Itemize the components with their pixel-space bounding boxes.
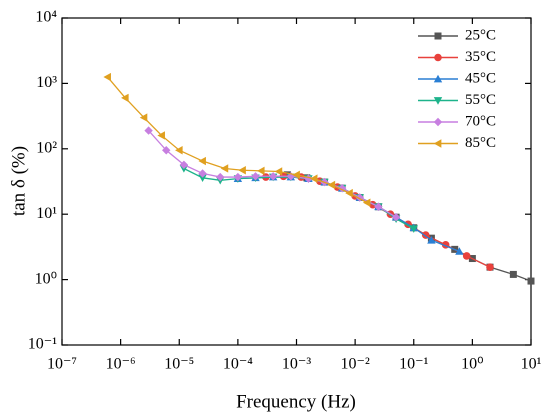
marker [238,166,246,175]
marker [462,252,471,260]
x-tick-label: 10⁻⁴ [223,356,253,373]
legend-text: 45°C [465,70,496,86]
marker [362,198,371,207]
marker [374,202,383,211]
x-tick-label: 10⁻¹ [399,356,428,373]
marker [198,169,207,178]
x-tick-label: 10⁰ [461,356,483,373]
legend-text: 25°C [465,27,496,43]
marker [292,170,300,180]
y-tick-label: 10¹ [36,205,57,222]
y-tick-label: 10⁴ [35,9,57,26]
marker [327,180,336,190]
marker [274,167,283,176]
marker [409,225,418,233]
legend-text: 70°C [465,113,496,129]
marker [251,172,260,181]
marker [391,212,401,222]
series-line [237,176,460,252]
y-tick-label: 10⁻¹ [28,336,57,353]
marker [144,126,153,135]
marker [216,172,225,182]
x-tick-label: 10¹ [521,356,542,373]
marker [309,174,318,183]
marker [345,188,353,198]
marker [455,247,464,255]
marker [103,72,111,82]
legend-marker [433,117,443,127]
marker [121,93,129,103]
plot-frame [61,17,532,346]
x-tick-label: 10⁻⁷ [47,356,77,373]
marker [175,146,183,155]
y-tick-label: 10² [36,139,57,156]
y-tick-label: 10³ [36,74,57,91]
marker [198,174,207,183]
marker [198,156,206,166]
legend-marker [433,97,443,105]
marker [179,160,189,169]
marker [257,166,265,176]
legend-marker [434,53,442,62]
legend-text: 35°C [465,49,496,65]
x-axis-label: Frequency (Hz) [236,391,356,412]
legend-marker [434,32,442,40]
marker [427,236,436,244]
y-tick-label: 10⁰ [35,270,57,287]
marker [233,172,243,182]
legend-text: 55°C [465,92,496,108]
legend-marker [433,74,443,83]
legend-text: 85°C [465,135,496,151]
y-axis-label: tan δ (%) [8,146,29,216]
series-line [107,76,368,204]
x-tick-label: 10⁻⁵ [164,356,194,373]
marker [157,131,165,140]
marker [220,164,229,173]
x-tick-label: 10⁻³ [282,356,311,373]
marker [486,263,494,271]
marker [527,277,535,285]
x-tick-label: 10⁻² [341,356,370,373]
marker [162,146,171,155]
marker [509,270,517,278]
legend-marker [433,139,442,148]
x-tick-label: 10⁻⁶ [106,356,136,373]
marker [268,172,278,181]
marker [139,113,148,122]
